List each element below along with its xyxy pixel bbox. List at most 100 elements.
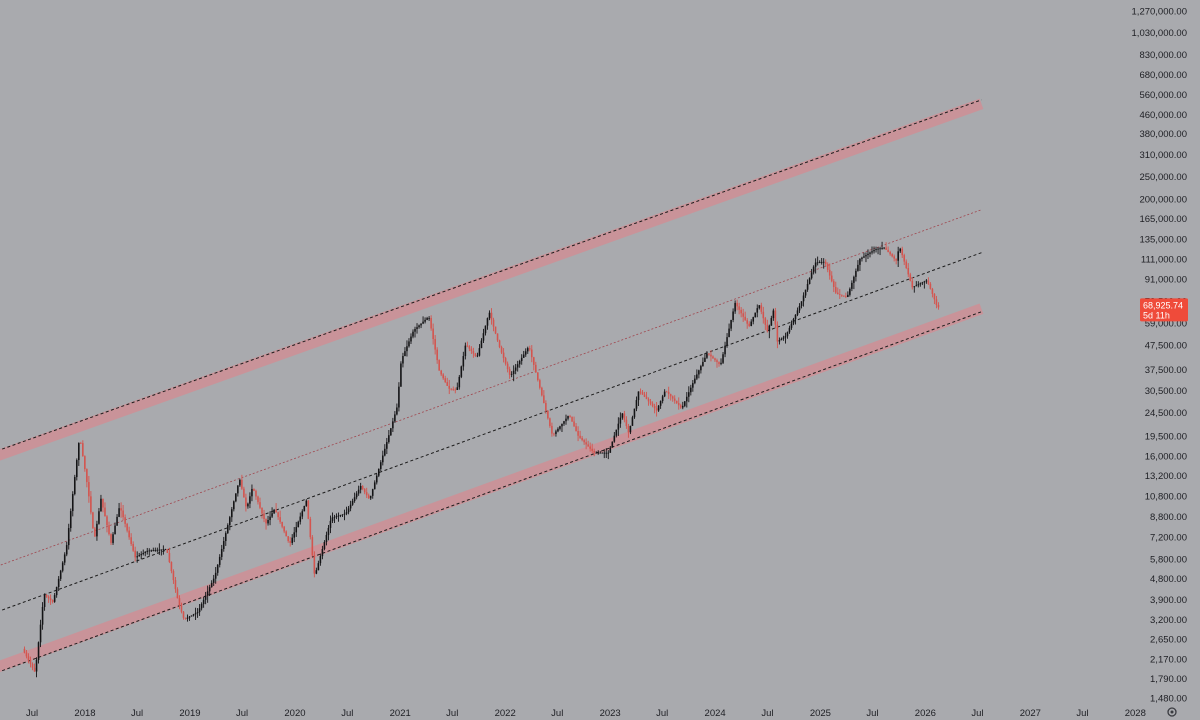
candle	[724, 341, 726, 358]
candle	[828, 263, 831, 280]
candle	[317, 560, 320, 571]
candle	[619, 412, 622, 428]
last-price-value: 68,925.74	[1143, 300, 1183, 310]
candle	[49, 594, 52, 605]
candle	[80, 441, 82, 444]
candle	[239, 478, 241, 487]
candle	[891, 253, 893, 258]
candle	[911, 277, 914, 290]
candle	[122, 505, 124, 521]
candle	[836, 287, 839, 295]
candle	[253, 488, 255, 492]
candle	[420, 323, 422, 329]
candle	[41, 602, 44, 630]
candle	[192, 613, 195, 617]
x-tick-label: Jul	[236, 708, 248, 719]
candle	[740, 307, 742, 318]
gear-icon[interactable]	[1167, 707, 1177, 717]
candle	[716, 358, 718, 368]
candle	[510, 371, 513, 378]
candle	[834, 281, 837, 295]
candle	[702, 357, 704, 367]
candle	[138, 552, 141, 557]
candle	[357, 485, 360, 496]
candle	[661, 394, 664, 404]
candle	[116, 514, 118, 526]
candle	[251, 484, 253, 502]
candle	[394, 411, 396, 423]
y-tick-label: 24,500.00	[1145, 408, 1187, 419]
candle	[220, 544, 223, 561]
candle	[233, 500, 235, 512]
candle	[267, 515, 269, 526]
channel-line-3	[0, 99, 982, 451]
candle	[426, 316, 428, 321]
candle	[353, 492, 356, 503]
candle	[853, 275, 855, 290]
candle	[94, 526, 96, 537]
candle	[448, 379, 451, 395]
candle	[565, 414, 567, 425]
candle	[82, 440, 84, 457]
candle	[327, 524, 330, 541]
x-tick-label: 2027	[1020, 708, 1041, 719]
candle	[432, 323, 434, 345]
candle	[194, 607, 197, 621]
x-tick-label: Jul	[761, 708, 773, 719]
candle	[690, 384, 692, 396]
candle	[649, 398, 652, 406]
candle	[371, 488, 374, 499]
candle	[480, 338, 483, 349]
candle	[174, 576, 177, 593]
y-tick-label: 111,000.00	[1141, 254, 1187, 265]
x-tick-label: 2020	[284, 708, 305, 719]
candle	[832, 279, 835, 293]
candle	[760, 302, 763, 315]
candle	[812, 265, 815, 275]
candle	[71, 491, 74, 517]
candle	[748, 321, 751, 328]
candle	[412, 329, 414, 339]
candle	[573, 416, 575, 428]
candle	[746, 318, 748, 329]
candle	[605, 448, 608, 459]
candle	[134, 546, 136, 562]
candle	[651, 401, 654, 408]
candle	[321, 545, 324, 560]
candle	[335, 513, 338, 520]
candle	[752, 316, 755, 325]
candle	[255, 489, 257, 500]
candle	[802, 292, 805, 307]
candle	[663, 389, 666, 398]
candle	[373, 480, 376, 490]
y-tick-label: 380,000.00	[1139, 129, 1187, 140]
candle	[820, 257, 823, 265]
candle	[75, 458, 78, 481]
candle	[732, 308, 734, 323]
candle	[659, 400, 662, 409]
candle	[118, 502, 120, 518]
candle	[247, 502, 249, 509]
candle	[915, 281, 918, 287]
candle	[881, 241, 883, 250]
x-axis[interactable]: Jul 2018 Jul 2019 Jul 2020 Jul 2021 Jul 2022 Jul 20…	[26, 708, 1146, 719]
candle	[112, 532, 114, 545]
candle	[810, 268, 813, 280]
candle	[776, 321, 779, 349]
y-axis[interactable]: 1,270,000.00 1,030,000.00 830,000.00 680,00…	[1132, 7, 1187, 705]
candle	[96, 520, 98, 541]
candle	[186, 614, 189, 622]
candle	[847, 291, 849, 298]
y-tick-label: 30,500.00	[1145, 386, 1187, 397]
candle	[722, 352, 724, 364]
candle	[738, 302, 740, 315]
candle	[464, 342, 467, 360]
candle	[601, 452, 604, 454]
candle	[869, 251, 871, 258]
candle	[229, 515, 231, 531]
candle	[325, 531, 328, 546]
candle	[671, 395, 674, 402]
